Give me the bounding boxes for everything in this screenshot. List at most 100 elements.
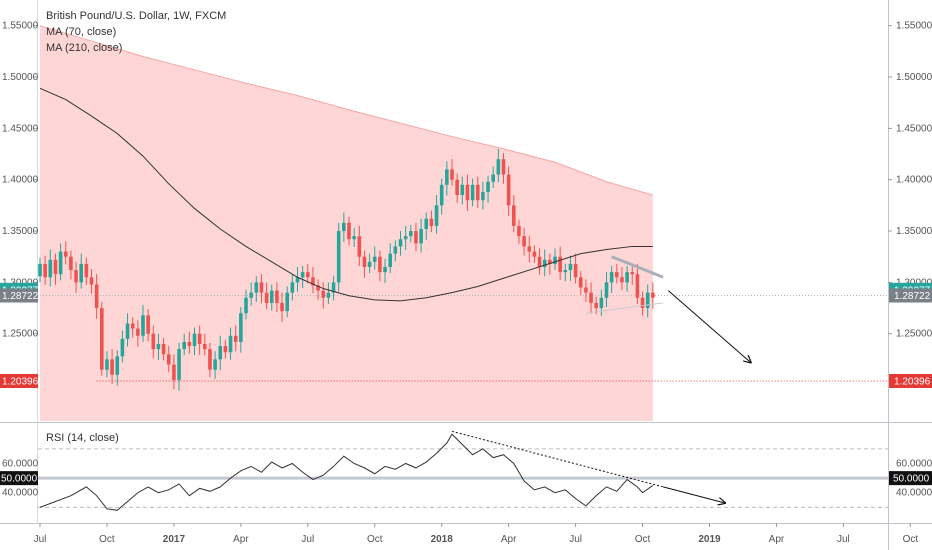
candle-body — [259, 282, 264, 293]
rsi-legend[interactable]: RSI (14, close) — [46, 432, 119, 444]
ma210-line — [39, 25, 653, 196]
candle-body — [156, 343, 161, 350]
candle-body — [239, 313, 243, 342]
price-tick-label-right: 1.40000 — [896, 175, 932, 186]
time-axis-label: Oct — [635, 534, 651, 545]
candle-body — [208, 349, 212, 370]
candle-body — [367, 261, 372, 267]
time-axis-label: Jul — [301, 534, 314, 545]
candle-body — [172, 364, 176, 380]
candle-body — [48, 259, 53, 278]
candle-body — [475, 184, 480, 201]
forecast-arrow — [667, 290, 750, 363]
candle-body — [300, 272, 305, 278]
candle-body — [357, 236, 362, 257]
candle-body — [398, 239, 403, 247]
ma210-legend[interactable]: MA (210, close) — [46, 42, 123, 54]
candle-body — [414, 231, 418, 244]
price-badge-label: 1.20396 — [894, 376, 931, 387]
candle-body — [594, 302, 598, 309]
candle-body — [161, 343, 166, 355]
candle-body — [563, 270, 568, 273]
candle-body — [434, 205, 439, 226]
candle-body — [53, 259, 58, 275]
candle-body — [362, 256, 367, 267]
time-axis-label: 2017 — [163, 534, 186, 545]
symbol-title[interactable]: British Pound/U.S. Dollar, 1W, FXCM — [46, 10, 227, 22]
candle-body — [522, 236, 526, 247]
candle-body — [115, 356, 120, 375]
candle-body — [393, 246, 398, 254]
rsi-tick-label-right: 60.0000 — [896, 458, 932, 469]
candle-body — [651, 292, 655, 298]
candle-body — [347, 222, 351, 240]
candle-body — [43, 263, 47, 278]
candle-body — [244, 297, 248, 314]
candle-body — [79, 263, 83, 283]
candle-body — [645, 292, 650, 309]
candle-body — [311, 277, 315, 286]
candle-body — [527, 246, 532, 252]
candle-body — [378, 256, 382, 273]
candle-body — [306, 272, 310, 278]
candle-body — [620, 277, 624, 283]
candle-body — [166, 354, 171, 365]
candle-body — [445, 169, 449, 185]
candle-body — [506, 174, 511, 206]
candle-body — [197, 333, 202, 344]
candle-body — [146, 315, 150, 334]
time-axis-label: Apr — [233, 534, 249, 545]
resistance-trendline — [611, 255, 664, 279]
candle-body — [537, 256, 542, 267]
rsi-tick-label-left: 40.0000 — [2, 488, 39, 499]
price-tick-label-right: 1.55000 — [896, 21, 932, 32]
price-badge-gray — [889, 288, 932, 303]
candle-body — [228, 335, 233, 353]
support-trendline — [585, 302, 664, 314]
rsi-divergence-trendline — [451, 430, 664, 488]
price-badge-label-left: 1.28722 — [2, 291, 39, 302]
rsi-tick-label-right: 40.0000 — [896, 488, 932, 499]
candle-body — [63, 251, 68, 257]
candle-body — [249, 292, 253, 298]
price-tick-label-right: 1.50000 — [896, 72, 932, 83]
candle-body — [275, 290, 279, 303]
price-tick-label-right: 1.35000 — [896, 226, 932, 237]
candle-body — [532, 251, 537, 257]
candle-body — [316, 285, 320, 291]
candle-body — [501, 159, 506, 175]
candle-body — [100, 308, 104, 370]
price-badge-left-gray — [0, 288, 38, 303]
candle-body — [496, 159, 501, 175]
candle-body — [491, 174, 495, 182]
candle-body — [383, 266, 387, 273]
candle-body — [630, 272, 635, 275]
price-badge-left-reference — [0, 373, 38, 388]
candle-body — [542, 259, 547, 267]
candle-body — [573, 263, 578, 278]
candle-body — [84, 263, 89, 278]
candle-body — [388, 253, 392, 267]
rsi-badge-label-left: 50.0000 — [1, 474, 38, 485]
price-tick-label-right: 1.45000 — [896, 123, 932, 134]
candle-body — [450, 169, 454, 180]
candle-body — [470, 184, 475, 201]
price-badge-reference — [889, 373, 932, 388]
candle-body — [89, 277, 94, 285]
time-axis-label: Apr — [501, 534, 517, 545]
time-axis-label: 2018 — [431, 534, 454, 545]
candle-body — [517, 225, 521, 237]
candle-body — [481, 192, 485, 201]
candle-body — [342, 222, 346, 232]
candle-body — [74, 270, 78, 283]
candle-body — [105, 359, 109, 370]
candle-body — [486, 181, 490, 193]
ma70-legend[interactable]: MA (70, close) — [46, 26, 117, 38]
candle-body — [254, 282, 259, 293]
candle-body — [218, 346, 223, 360]
candle-body — [599, 297, 604, 309]
candle-body — [578, 277, 583, 288]
candle-body — [615, 272, 619, 278]
candle-body — [177, 349, 181, 380]
